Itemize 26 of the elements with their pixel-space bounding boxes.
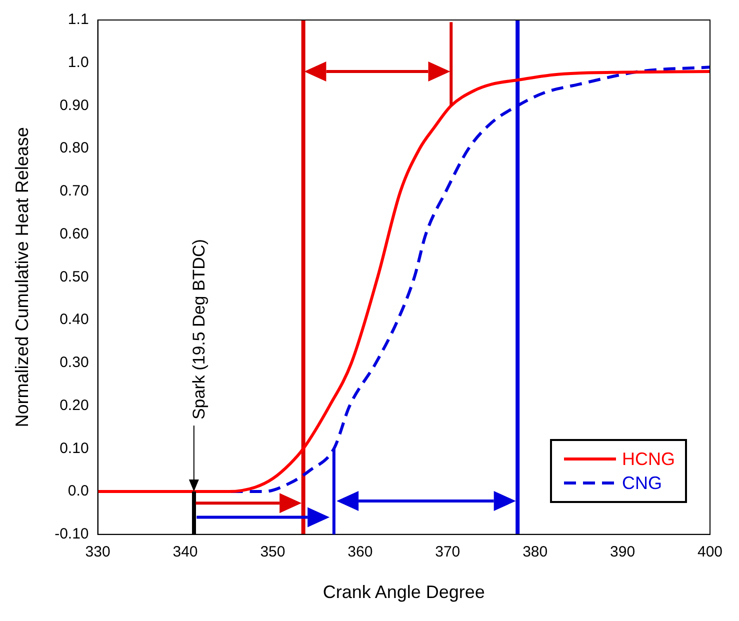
y-tick-label: 0.70 bbox=[60, 182, 89, 200]
y-tick-label: 1.1 bbox=[68, 11, 89, 28]
y-tick-label: 0.60 bbox=[60, 225, 89, 242]
y-tick-label: 0.50 bbox=[60, 268, 89, 286]
y-tick-label: 0.20 bbox=[60, 396, 89, 414]
x-tick-label: 380 bbox=[522, 544, 548, 561]
annotation: Spark (19.5 Deg BTDC) bbox=[190, 239, 209, 420]
y-tick-label: 0.10 bbox=[60, 440, 89, 457]
x-tick-label: 340 bbox=[172, 544, 198, 561]
x-tick-label: 330 bbox=[85, 544, 110, 561]
x-tick-label: 360 bbox=[348, 544, 373, 561]
y-axis-title: Normalized Cumulative Heat Release bbox=[12, 127, 32, 428]
y-tick-label: 0.0 bbox=[68, 482, 89, 500]
y-tick-label: 1.0 bbox=[68, 54, 89, 72]
x-tick-label: 350 bbox=[260, 544, 286, 561]
legend-label: CNG bbox=[622, 472, 662, 494]
legend-label: HCNG bbox=[622, 448, 675, 470]
y-tick-label: 0.90 bbox=[60, 96, 89, 114]
x-tick-label: 370 bbox=[435, 544, 460, 561]
x-tick-label: 390 bbox=[610, 544, 636, 561]
y-tick-label: 0.80 bbox=[60, 140, 89, 157]
x-axis-title: Crank Angle Degree bbox=[322, 582, 485, 602]
x-tick-label: 400 bbox=[697, 544, 723, 561]
y-tick-label: 0.30 bbox=[60, 354, 89, 372]
y-tick-label: -0.10 bbox=[54, 526, 89, 543]
y-tick-label: 0.40 bbox=[60, 311, 89, 328]
